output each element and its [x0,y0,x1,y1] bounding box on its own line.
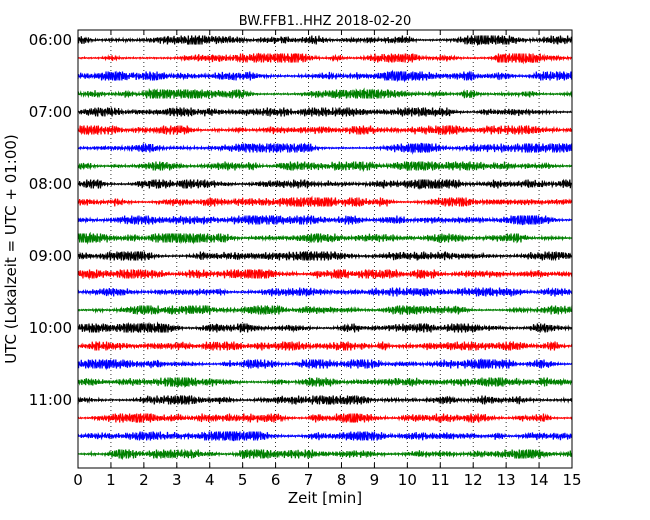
seismic-traces [77,35,573,461]
y-tick-label: 08:00 [29,175,72,193]
trace-line [77,231,573,245]
y-tick-label: 07:00 [29,103,72,121]
x-tick-label: 1 [106,471,116,489]
x-tick-label: 6 [271,471,281,489]
y-tick-label: 10:00 [29,319,72,337]
x-tick-label: 9 [370,471,380,489]
x-tick-label: 12 [464,471,483,489]
trace-line [77,304,573,316]
trace-line [77,448,573,461]
trace-line [77,431,573,442]
y-tick-label: 11:00 [29,391,72,409]
plot-frame [77,29,573,469]
trace-line [77,35,573,46]
trace-line [77,69,573,83]
chart-title: BW.FFB1..HHZ 2018-02-20 [239,14,412,29]
trace-line [77,161,573,173]
x-tick-label: 4 [205,471,215,489]
trace-line [77,52,573,65]
y-axis: 06:00 07:00 08:00 09:00 10:00 11:00 [29,31,572,409]
x-tick-label: 11 [431,471,450,489]
trace-line [77,142,573,155]
x-tick-label: 2 [139,471,149,489]
x-tick-label: 7 [304,471,314,489]
y-tick-label: 09:00 [29,247,72,265]
trace-line [77,214,573,226]
trace-line [77,395,573,406]
trace-line [77,251,573,262]
trace-line [77,286,573,297]
trace-line [77,269,573,281]
trace-line [77,178,573,191]
x-tick-label: 0 [73,471,83,489]
x-tick-label: 8 [337,471,347,489]
trace-line [77,87,573,100]
y-axis-title: UTC (Lokalzeit = UTC + 01:00) [2,134,20,364]
trace-line [77,125,573,136]
x-tick-label: 15 [562,471,581,489]
x-axis-title: Zeit [min] [288,489,362,507]
x-axis: 0 1 2 3 4 5 6 7 8 9 10 11 12 13 14 15 [73,30,582,489]
y-tick-label: 06:00 [29,31,72,49]
trace-line [77,358,573,371]
trace-line [77,377,573,389]
trace-line [77,321,573,333]
trace-line [77,413,573,424]
x-tick-label: 13 [497,471,516,489]
trace-line [77,106,573,117]
x-tick-label: 14 [530,471,549,489]
x-tick-label: 5 [238,471,248,489]
trace-line [77,340,573,351]
x-tick-label: 10 [398,471,417,489]
x-tick-label: 3 [172,471,182,489]
trace-line [77,195,573,207]
